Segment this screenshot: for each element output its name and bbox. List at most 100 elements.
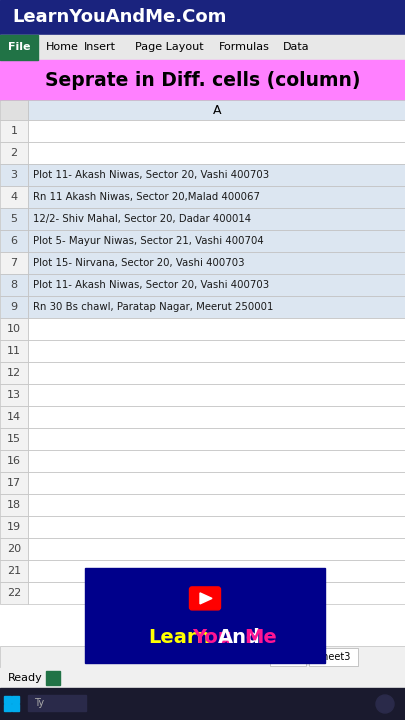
Bar [0, 230, 28, 252]
Bar [28, 516, 405, 538]
Bar [0, 340, 28, 362]
Bar [0, 450, 28, 472]
Bar [0, 35, 38, 60]
Bar [28, 560, 405, 582]
Text: 2: 2 [11, 148, 17, 158]
Text: 21: 21 [7, 566, 21, 576]
Bar [269, 648, 305, 666]
Text: Rn 11 Akash Niwas, Sector 20,Malad 400067: Rn 11 Akash Niwas, Sector 20,Malad 40006… [33, 192, 259, 202]
FancyBboxPatch shape [189, 587, 220, 610]
Text: Sheet3: Sheet3 [315, 652, 350, 662]
Bar [28, 274, 405, 296]
Bar [28, 450, 405, 472]
Bar [28, 494, 405, 516]
Text: 16: 16 [7, 456, 21, 466]
Bar [0, 582, 28, 604]
Bar [0, 35, 405, 60]
Bar [4, 704, 11, 711]
Bar [28, 120, 405, 142]
Text: Plot 11- Akash Niwas, Sector 20, Vashi 400703: Plot 11- Akash Niwas, Sector 20, Vashi 4… [33, 280, 269, 290]
Bar [12, 696, 19, 703]
Text: Page Layout: Page Layout [135, 42, 203, 53]
Bar [28, 230, 405, 252]
Text: 17: 17 [7, 478, 21, 488]
Text: A: A [212, 104, 221, 117]
Bar [0, 472, 28, 494]
Bar [0, 142, 28, 164]
Text: LearnYouAndMe.Com: LearnYouAndMe.Com [13, 9, 227, 27]
Bar [28, 695, 86, 711]
Bar [28, 472, 405, 494]
Text: 4: 4 [11, 192, 17, 202]
Bar [28, 186, 405, 208]
Text: Learn: Learn [147, 628, 210, 647]
Text: 19: 19 [7, 522, 21, 532]
Text: Insert: Insert [84, 42, 116, 53]
Bar [28, 142, 405, 164]
Bar [0, 384, 28, 406]
Bar [0, 120, 28, 142]
Polygon shape [200, 593, 211, 604]
Text: And: And [217, 628, 260, 647]
Text: Ready: Ready [8, 673, 43, 683]
Bar [0, 186, 28, 208]
Bar [28, 100, 405, 120]
Circle shape [375, 695, 393, 713]
Bar [28, 406, 405, 428]
Text: File: File [8, 42, 30, 53]
Text: 6: 6 [11, 236, 17, 246]
Text: 7: 7 [11, 258, 17, 268]
Text: You: You [191, 628, 231, 647]
Bar [0, 274, 28, 296]
Bar [0, 668, 405, 688]
Bar [28, 164, 405, 186]
Bar [0, 100, 28, 120]
Text: Seprate in Diff. cells (column): Seprate in Diff. cells (column) [45, 71, 360, 89]
Text: 11: 11 [7, 346, 21, 356]
Text: Plot 15- Nirvana, Sector 20, Vashi 400703: Plot 15- Nirvana, Sector 20, Vashi 40070… [33, 258, 244, 268]
Bar [28, 428, 405, 450]
Bar [46, 671, 60, 685]
Bar [0, 318, 28, 340]
Text: 3: 3 [11, 170, 17, 180]
Bar [28, 340, 405, 362]
Bar [0, 516, 28, 538]
Text: Ty: Ty [34, 698, 44, 708]
Bar [28, 208, 405, 230]
Text: Plot 11- Akash Niwas, Sector 20, Vashi 400703: Plot 11- Akash Niwas, Sector 20, Vashi 4… [33, 170, 269, 180]
Bar [0, 0, 405, 35]
Bar [28, 582, 405, 604]
Text: 12/2- Shiv Mahal, Sector 20, Dadar 400014: 12/2- Shiv Mahal, Sector 20, Dadar 40001… [33, 214, 251, 224]
Bar [0, 296, 28, 318]
Text: Formulas: Formulas [218, 42, 269, 53]
Text: eet3: eet3 [276, 652, 298, 662]
Bar [0, 362, 28, 384]
Text: 22: 22 [7, 588, 21, 598]
Bar [0, 646, 405, 668]
Text: 1: 1 [11, 126, 17, 136]
Bar [0, 252, 28, 274]
Bar [0, 60, 405, 100]
Bar [0, 560, 28, 582]
Text: 12: 12 [7, 368, 21, 378]
Text: 8: 8 [11, 280, 17, 290]
Text: Me: Me [244, 628, 277, 647]
Text: 20: 20 [7, 544, 21, 554]
Bar [0, 164, 28, 186]
Bar [28, 296, 405, 318]
Bar [12, 704, 19, 711]
Bar [28, 362, 405, 384]
Text: 5: 5 [11, 214, 17, 224]
Bar [0, 538, 28, 560]
Text: 9: 9 [11, 302, 17, 312]
Text: 13: 13 [7, 390, 21, 400]
Bar [28, 318, 405, 340]
Text: Plot 5- Mayur Niwas, Sector 21, Vashi 400704: Plot 5- Mayur Niwas, Sector 21, Vashi 40… [33, 236, 263, 246]
Bar [85, 568, 324, 663]
Text: Data: Data [282, 42, 308, 53]
Bar [28, 538, 405, 560]
Bar [308, 648, 357, 666]
Bar [0, 494, 28, 516]
Bar [28, 384, 405, 406]
Bar [0, 208, 28, 230]
